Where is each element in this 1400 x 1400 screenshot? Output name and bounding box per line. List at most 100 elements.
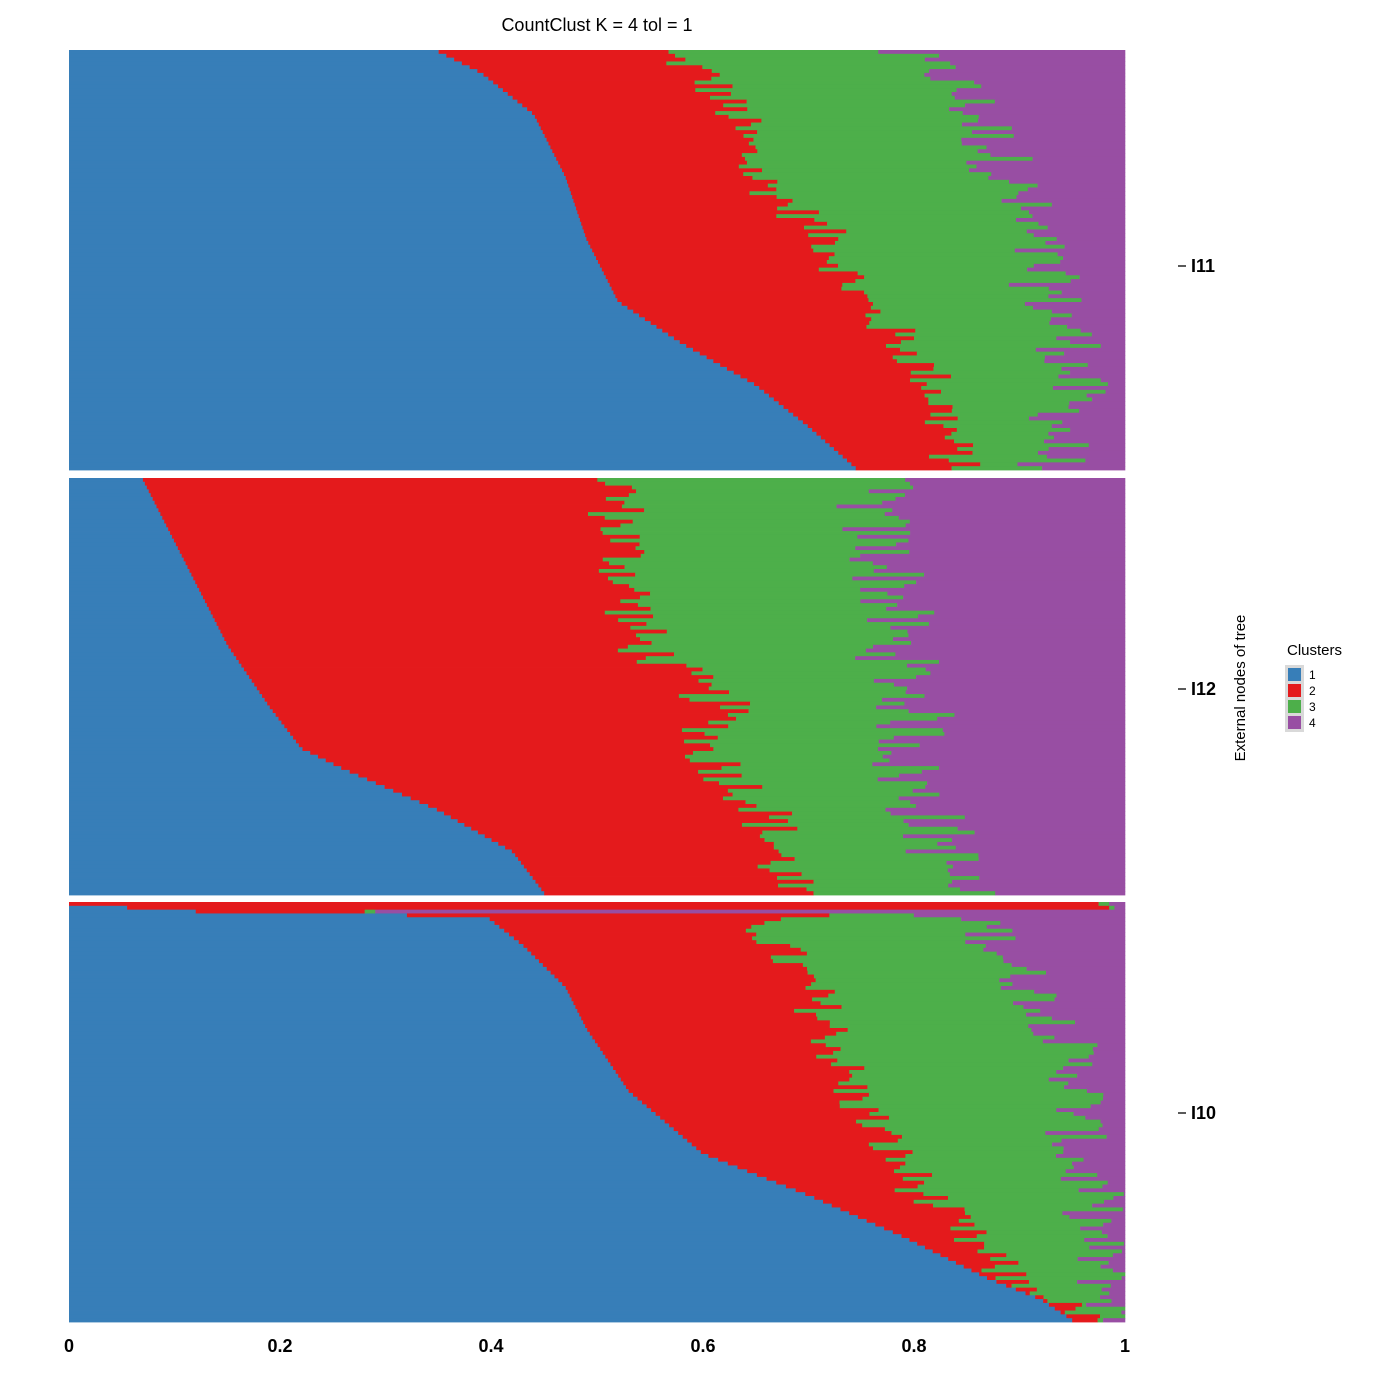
bar-segment-cluster-1 [69, 686, 258, 691]
bar-segment-cluster-1 [69, 408, 789, 414]
bar-segment-cluster-1 [69, 416, 799, 421]
bar-segment-cluster-3 [640, 637, 894, 642]
bar-segment-cluster-2 [531, 111, 716, 116]
bar-segment-cluster-2 [849, 1211, 966, 1216]
bar-segment-cluster-3 [926, 382, 1109, 387]
bar-segment-cluster-3 [776, 195, 1017, 200]
bar-segment-cluster-4 [1104, 1199, 1126, 1205]
bar-segment-cluster-2 [287, 728, 683, 733]
bar-segment-cluster-1 [69, 309, 634, 314]
bar-segment-cluster-2 [264, 697, 690, 703]
bar-segment-cluster-1 [69, 363, 721, 368]
bar-segment-cluster-2 [563, 172, 744, 177]
bar-segment-cluster-3 [839, 1104, 1091, 1109]
bar-segment-cluster-3 [885, 1157, 1084, 1163]
bar-segment-cluster-2 [585, 1024, 831, 1029]
bar-segment-cluster-3 [818, 267, 1028, 272]
bar-segment-cluster-4 [1028, 210, 1126, 215]
bar-segment-cluster-4 [865, 648, 1126, 653]
bar-segment-cluster-1 [69, 599, 206, 604]
bar-segment-cluster-4 [1112, 1253, 1126, 1258]
bar-segment-cluster-4 [1027, 187, 1126, 192]
bar-segment-cluster-4 [1031, 1028, 1126, 1033]
bar-segment-cluster-4 [903, 595, 1126, 600]
bar-segment-cluster-2 [183, 557, 604, 562]
bar-segment-cluster-2 [195, 580, 614, 585]
bar-segment-cluster-2 [494, 921, 765, 926]
bar-segment-cluster-3 [738, 807, 886, 812]
bar-segment-cluster-3 [708, 720, 891, 725]
bar-segment-cluster-3 [773, 845, 957, 850]
bar-segment-cluster-4 [1060, 260, 1126, 265]
bar-segment-cluster-1 [69, 450, 839, 456]
bar-segment-cluster-4 [1121, 1249, 1126, 1254]
bar-segment-cluster-3 [787, 819, 904, 824]
bar-segment-cluster-1 [69, 928, 505, 933]
bar-segment-cluster-2 [575, 1005, 842, 1010]
bar-segment-cluster-1 [69, 198, 574, 204]
bar-segment-cluster-4 [951, 92, 1126, 97]
bar-segment-cluster-2 [621, 302, 874, 307]
bar-segment-cluster-2 [851, 462, 981, 467]
bar-segment-cluster-1 [69, 1024, 586, 1029]
bar-segment-cluster-1 [69, 1092, 634, 1098]
bar-segment-cluster-2 [358, 773, 742, 778]
bar-segment-cluster-4 [1010, 974, 1126, 979]
bar-segment-cluster-3 [746, 99, 996, 104]
bar-segment-cluster-3 [653, 614, 919, 619]
bar-segment-cluster-3 [808, 233, 1034, 238]
bar-segment-cluster-3 [600, 527, 843, 532]
bar-segment-cluster-4 [986, 924, 1126, 930]
bar-segment-cluster-3 [928, 454, 1048, 459]
facet-panel-I10 [69, 902, 1126, 1323]
bar-segment-cluster-4 [1060, 1176, 1126, 1182]
bar-segment-cluster-3 [708, 686, 908, 691]
bar-segment-cluster-3 [862, 1096, 1104, 1101]
bar-segment-cluster-1 [69, 214, 579, 219]
bar-segment-cluster-1 [69, 305, 628, 311]
x-tick-label: 0.8 [901, 1336, 926, 1356]
bar-segment-cluster-3 [666, 61, 951, 66]
bar-segment-cluster-1 [69, 845, 506, 850]
bar-segment-cluster-3 [947, 1196, 1114, 1201]
bar-segment-cluster-2 [550, 970, 808, 975]
bar-segment-cluster-1 [69, 921, 495, 926]
bar-segment-cluster-2 [587, 1028, 848, 1033]
bar-segment-cluster-3 [950, 1226, 1081, 1231]
bar-segment-cluster-4 [1000, 921, 1126, 926]
bar-segment-cluster-3 [722, 796, 899, 801]
bar-segment-cluster-1 [69, 841, 499, 847]
bar-segment-cluster-2 [317, 754, 686, 759]
bar-segment-cluster-2 [158, 508, 645, 513]
bar-segment-cluster-3 [610, 538, 909, 543]
bar-segment-cluster-2 [507, 92, 732, 97]
bar-segment-cluster-3 [728, 114, 980, 120]
bar-segment-cluster-1 [69, 728, 288, 733]
bar-segment-cluster-3 [605, 496, 896, 502]
bar-segment-cluster-4 [887, 591, 1126, 596]
bar-segment-cluster-2 [170, 531, 603, 536]
bar-segment-cluster-4 [938, 659, 1126, 665]
bar-segment-cluster-2 [498, 84, 733, 89]
bar-segment-cluster-4 [886, 565, 1126, 570]
bar-segment-cluster-2 [293, 735, 719, 740]
bar-segment-cluster-2 [214, 618, 619, 623]
bar-segment-cluster-4 [1062, 420, 1126, 425]
bar-segment-cluster-2 [156, 504, 623, 509]
bar-segment-cluster-1 [69, 1268, 972, 1273]
bar-segment-cluster-3 [921, 386, 1054, 391]
bar-segment-cluster-3 [813, 248, 1016, 253]
bar-segment-cluster-3 [762, 785, 926, 790]
bar-segment-cluster-4 [884, 512, 1126, 517]
bar-segment-cluster-4 [882, 500, 1126, 505]
bar-segment-cluster-2 [583, 229, 847, 234]
bar-segment-cluster-2 [281, 720, 709, 725]
bar-segment-cluster-1 [69, 656, 237, 661]
bar-segment-cluster-3 [727, 788, 914, 794]
bar-segment-cluster-4 [1097, 1043, 1126, 1048]
bar-segment-cluster-2 [160, 512, 589, 517]
bar-segment-cluster-1 [69, 561, 186, 566]
bar-segment-cluster-2 [668, 332, 896, 337]
bar-segment-cluster-1 [69, 435, 822, 440]
bar-segment-cluster-3 [804, 225, 1048, 230]
